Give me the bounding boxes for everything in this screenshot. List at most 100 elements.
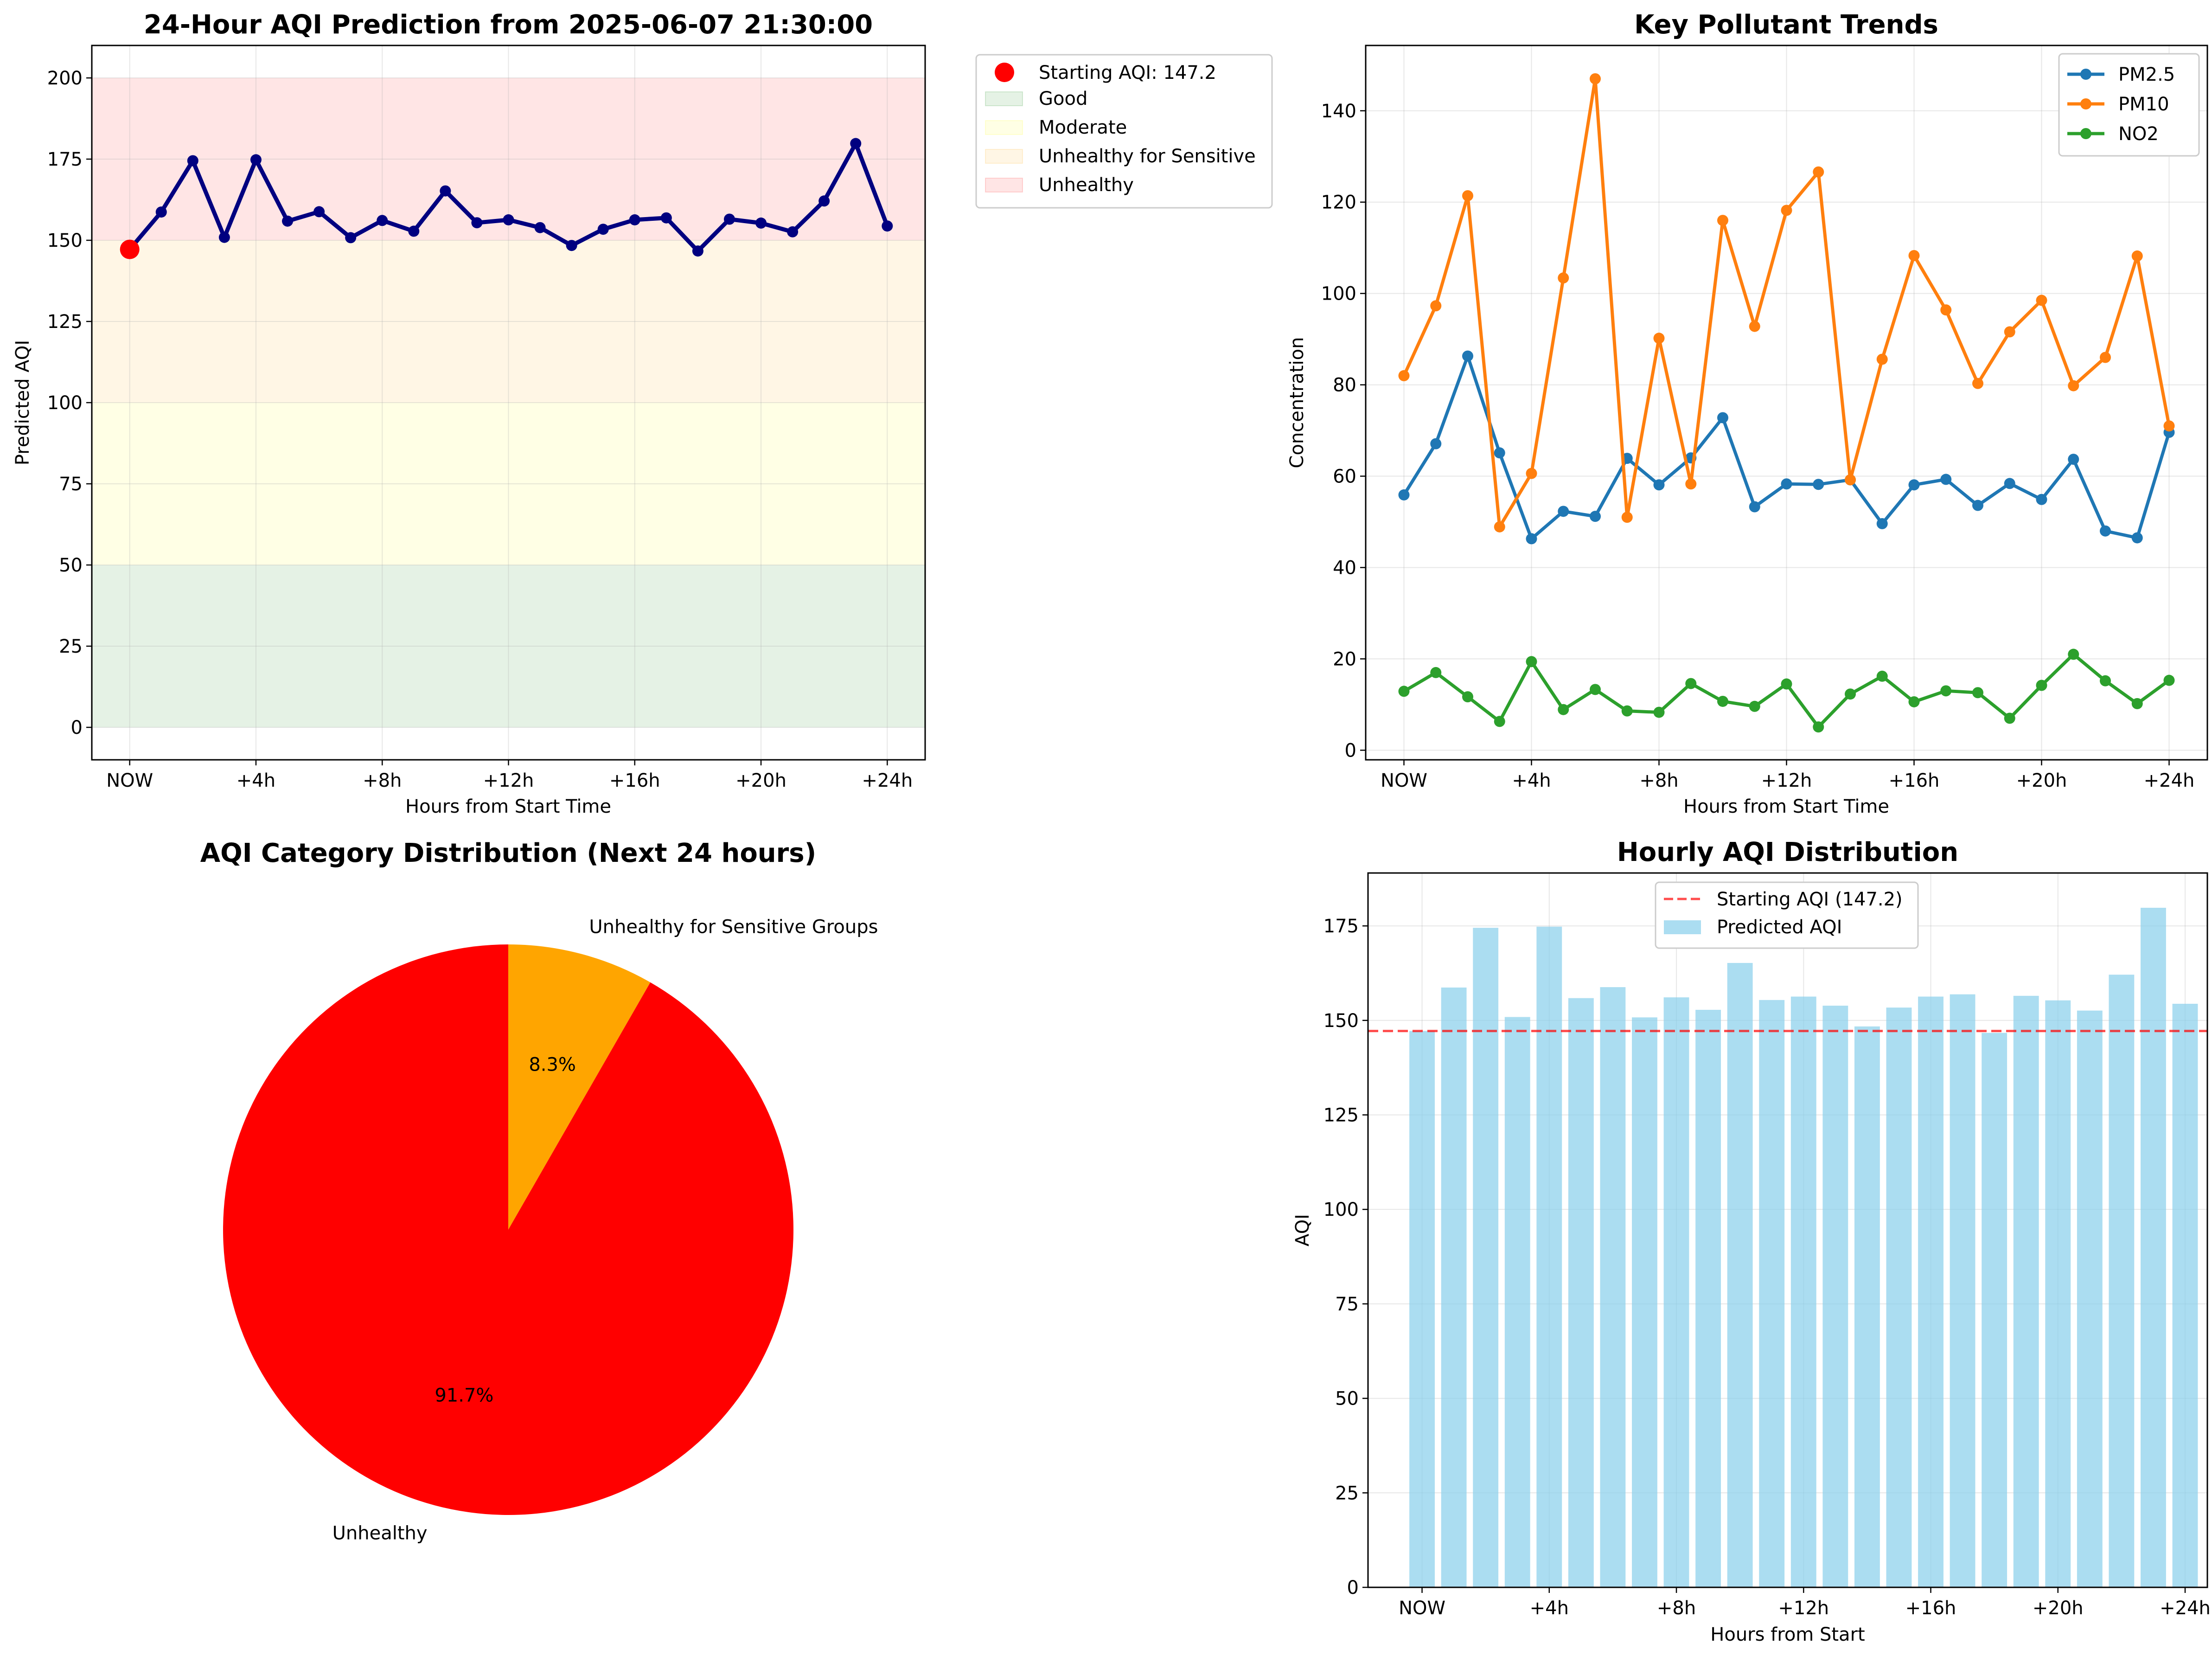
series-point-no2: [1621, 705, 1633, 717]
series-point-no2: [1558, 704, 1569, 715]
aqi-bar: [1950, 994, 1975, 1587]
aqi-bar: [1854, 1026, 1880, 1587]
aqi-prediction-point: [440, 185, 451, 197]
pollutant-trends-y-tick-label: 120: [1321, 192, 1356, 213]
series-point-no2: [1590, 684, 1601, 695]
series-point-pm25: [1781, 478, 1792, 490]
series-point-no2: [1653, 706, 1665, 718]
aqi-prediction-point: [250, 154, 262, 166]
series-point-pm10: [1558, 272, 1569, 284]
pollutant-trends-x-tick-label: +16h: [1889, 770, 1940, 791]
aqi-prediction-point: [503, 214, 514, 225]
series-point-pm10: [2068, 380, 2079, 392]
series-point-no2: [1749, 700, 1760, 712]
series-point-pm10: [1972, 378, 1983, 389]
series-point-pm10: [1685, 478, 1697, 490]
series-point-no2: [1845, 688, 1856, 700]
aqi-bar: [1663, 997, 1689, 1587]
aqi-prediction-point: [850, 138, 862, 149]
aqi-prediction-y-tick-label: 125: [47, 311, 83, 333]
aqi-band-good: [92, 565, 925, 727]
series-point-pm10: [1398, 370, 1410, 381]
series-point-pm10: [1430, 300, 1442, 312]
series-point-no2: [1781, 678, 1792, 690]
series-point-pm10: [1781, 205, 1792, 216]
aqi-prediction-point: [155, 206, 167, 218]
aqi-prediction-y-axis-label: Predicted AQI: [12, 340, 33, 465]
aqi-bar: [2077, 1010, 2103, 1587]
aqi-prediction-x-tick-label: +24h: [862, 770, 913, 791]
legend-band-label: Unhealthy: [1039, 174, 1134, 196]
legend-band-swatch: [985, 149, 1023, 164]
aqi-prediction-point: [755, 217, 767, 229]
pollutant-trends-x-tick-label: +24h: [2144, 770, 2195, 791]
aqi-bar: [1822, 1006, 1848, 1587]
series-point-pm25: [1494, 447, 1505, 459]
hourly-distribution-y-axis-label: AQI: [1292, 1214, 1313, 1246]
pollutant-trends-x-tick-label: +4h: [1512, 770, 1551, 791]
hourly-distribution-y-tick-label: 25: [1335, 1483, 1359, 1504]
series-point-no2: [2131, 698, 2143, 709]
aqi-prediction-y-tick-label: 25: [59, 636, 83, 657]
pollutant-trends-y-tick-label: 140: [1321, 101, 1356, 122]
series-point-no2: [2100, 675, 2111, 687]
series-point-pm25: [1526, 533, 1537, 545]
series-point-no2: [1908, 696, 1920, 707]
aqi-prediction-point: [818, 195, 830, 207]
hourly-distribution-x-tick-label: +24h: [2160, 1598, 2211, 1619]
aqi-prediction-point: [534, 222, 546, 233]
pie-slice-unhealthy: [223, 944, 794, 1515]
pollutant-trends-chart: NOW +4h +8h +12h +16h +20h +24h 0 20 40 60 80 100 120…: [1286, 10, 2208, 817]
pollutant-trends-y-tick-label: 40: [1333, 557, 1356, 578]
aqi-prediction-point: [660, 212, 672, 224]
series-point-no2: [1462, 691, 1473, 703]
aqi-bar: [1790, 996, 1816, 1587]
legend-band-swatch: [985, 178, 1023, 193]
aqi-bar: [1918, 996, 1943, 1587]
hourly-distribution-y-tick-label: 100: [1323, 1199, 1359, 1220]
aqi-band-unhealthy: [92, 78, 925, 240]
series-point-pm25: [1717, 412, 1728, 424]
aqi-bar: [1982, 1033, 2007, 1587]
aqi-bar: [1600, 987, 1626, 1587]
aqi-bar: [1504, 1017, 1530, 1587]
aqi-bar: [1695, 1009, 1721, 1587]
series-point-no2: [2036, 680, 2047, 691]
pollutant-trends-x-tick-label: NOW: [1381, 770, 1427, 791]
legend-series-label: PM10: [2118, 94, 2169, 115]
series-point-no2: [2068, 648, 2079, 660]
series-point-pm10: [1940, 304, 1952, 316]
pollutant-trends-x-axis-label: Hours from Start Time: [1683, 796, 1889, 817]
aqi-prediction-x-tick-label: NOW: [106, 770, 153, 791]
aqi-prediction-y-tick-label: 75: [59, 474, 83, 495]
pollutant-trends-y-tick-label: 80: [1333, 375, 1356, 396]
aqi-band-moderate: [92, 403, 925, 565]
aqi-prediction-point: [345, 232, 357, 244]
hourly-distribution-legend: Starting AQI (147.2) Predicted AQI: [1655, 881, 1919, 949]
series-point-pm10: [1621, 512, 1633, 523]
series-point-pm10: [1462, 190, 1473, 201]
legend-band-label: Unhealthy for Sensitive: [1039, 146, 1256, 167]
aqi-prediction-y-tick-label: 50: [59, 555, 83, 576]
series-point-no2: [1940, 685, 1952, 697]
series-point-pm25: [2100, 525, 2111, 537]
aqi-bar: [1886, 1008, 1912, 1587]
series-point-pm25: [1876, 518, 1888, 529]
pollutant-trends-y-axis-label: Concentration: [1286, 337, 1308, 469]
aqi-prediction-point: [377, 215, 388, 226]
series-point-pm25: [1972, 500, 1983, 511]
series-point-pm10: [1590, 73, 1601, 84]
series-point-pm25: [2036, 494, 2047, 505]
aqi-prediction-point: [282, 215, 294, 227]
hourly-distribution-x-tick-label: NOW: [1399, 1598, 1445, 1619]
hourly-distribution-y-tick-label: 125: [1323, 1104, 1359, 1126]
pollutant-trends-x-tick-label: +8h: [1639, 770, 1678, 791]
aqi-bar: [1409, 1031, 1435, 1587]
legend-band-swatch: [985, 91, 1023, 106]
pollutant-trends-y-tick-label: 20: [1333, 648, 1356, 670]
series-point-no2: [1685, 678, 1697, 689]
pie-category-label: Unhealthy: [332, 1523, 428, 1544]
aqi-bar: [1759, 1000, 1785, 1587]
pie-percent-label: 91.7%: [435, 1385, 493, 1406]
series-point-pm10: [1526, 468, 1537, 479]
